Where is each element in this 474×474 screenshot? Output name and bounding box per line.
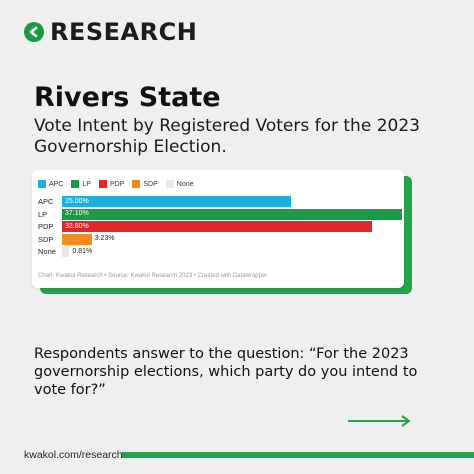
- footer-url[interactable]: kwakol.com/research: [24, 449, 123, 461]
- legend-swatch: [132, 180, 141, 188]
- bar-value-label: 33.80%: [65, 222, 89, 230]
- chart-source: Chart: Kwakol Research • Source: Kwakol …: [38, 273, 268, 279]
- legend-item: LP: [71, 180, 91, 188]
- legend-item: PDP: [98, 180, 125, 188]
- bar-value-label: 3.23%: [94, 235, 115, 242]
- bar-value-label: 37.10%: [65, 210, 89, 217]
- chevron-left-icon: [24, 22, 44, 42]
- legend-label: PDP: [109, 180, 125, 188]
- bar-row: PDP 33.80%: [32, 221, 404, 234]
- bar-value-label: 0.81%: [72, 247, 93, 255]
- legend-swatch: [38, 180, 46, 188]
- page-subtitle: Vote Intent by Registered Voters for the…: [34, 116, 420, 157]
- bar-category-label: None: [38, 247, 56, 256]
- legend-item: None: [165, 180, 194, 188]
- bar-row: LP 37.10%: [32, 208, 404, 222]
- bar: 0.81%: [62, 246, 92, 257]
- legend-label: APC: [49, 180, 64, 188]
- legend-label: SDP: [143, 180, 158, 188]
- bar-category-label: LP: [38, 209, 48, 219]
- bar-row: None 0.81%: [32, 246, 404, 259]
- legend-swatch: [71, 180, 80, 188]
- survey-question: Respondents answer to the question: “For…: [34, 346, 418, 398]
- arrow-right-icon: [348, 415, 411, 427]
- page-title: Rivers State: [34, 82, 221, 113]
- bar: 37.10%: [62, 208, 402, 220]
- legend-label: None: [176, 180, 194, 188]
- bar: 33.80%: [62, 221, 372, 232]
- chart-legend: APC LP PDP SDP None: [38, 180, 194, 188]
- footer-accent-line: [122, 452, 474, 458]
- legend-swatch: [165, 180, 174, 188]
- bar: 3.23%: [62, 233, 114, 245]
- bar-category-label: SDP: [38, 234, 54, 244]
- brand-logo: RESEARCH: [24, 18, 197, 46]
- legend-item: APC: [38, 180, 63, 188]
- bar: 25.00%: [62, 196, 292, 207]
- bar-value-label: 25.00%: [65, 197, 89, 205]
- brand-name: RESEARCH: [50, 18, 198, 46]
- bar-chart: APC 25.00% LP 37.10% PDP 33.80% SDP 3.23% None 0.…: [32, 196, 404, 259]
- legend-swatch: [98, 180, 107, 188]
- legend-label: LP: [82, 180, 91, 188]
- bar-category-label: APC: [38, 197, 54, 206]
- bar-category-label: PDP: [38, 222, 54, 231]
- bar-row: APC 25.00%: [32, 196, 404, 209]
- chart-card: APC LP PDP SDP None APC 25.00% LP 37.10% PDP 33.8…: [32, 170, 404, 288]
- legend-item: SDP: [132, 180, 158, 188]
- bar-row: SDP 3.23%: [32, 233, 404, 247]
